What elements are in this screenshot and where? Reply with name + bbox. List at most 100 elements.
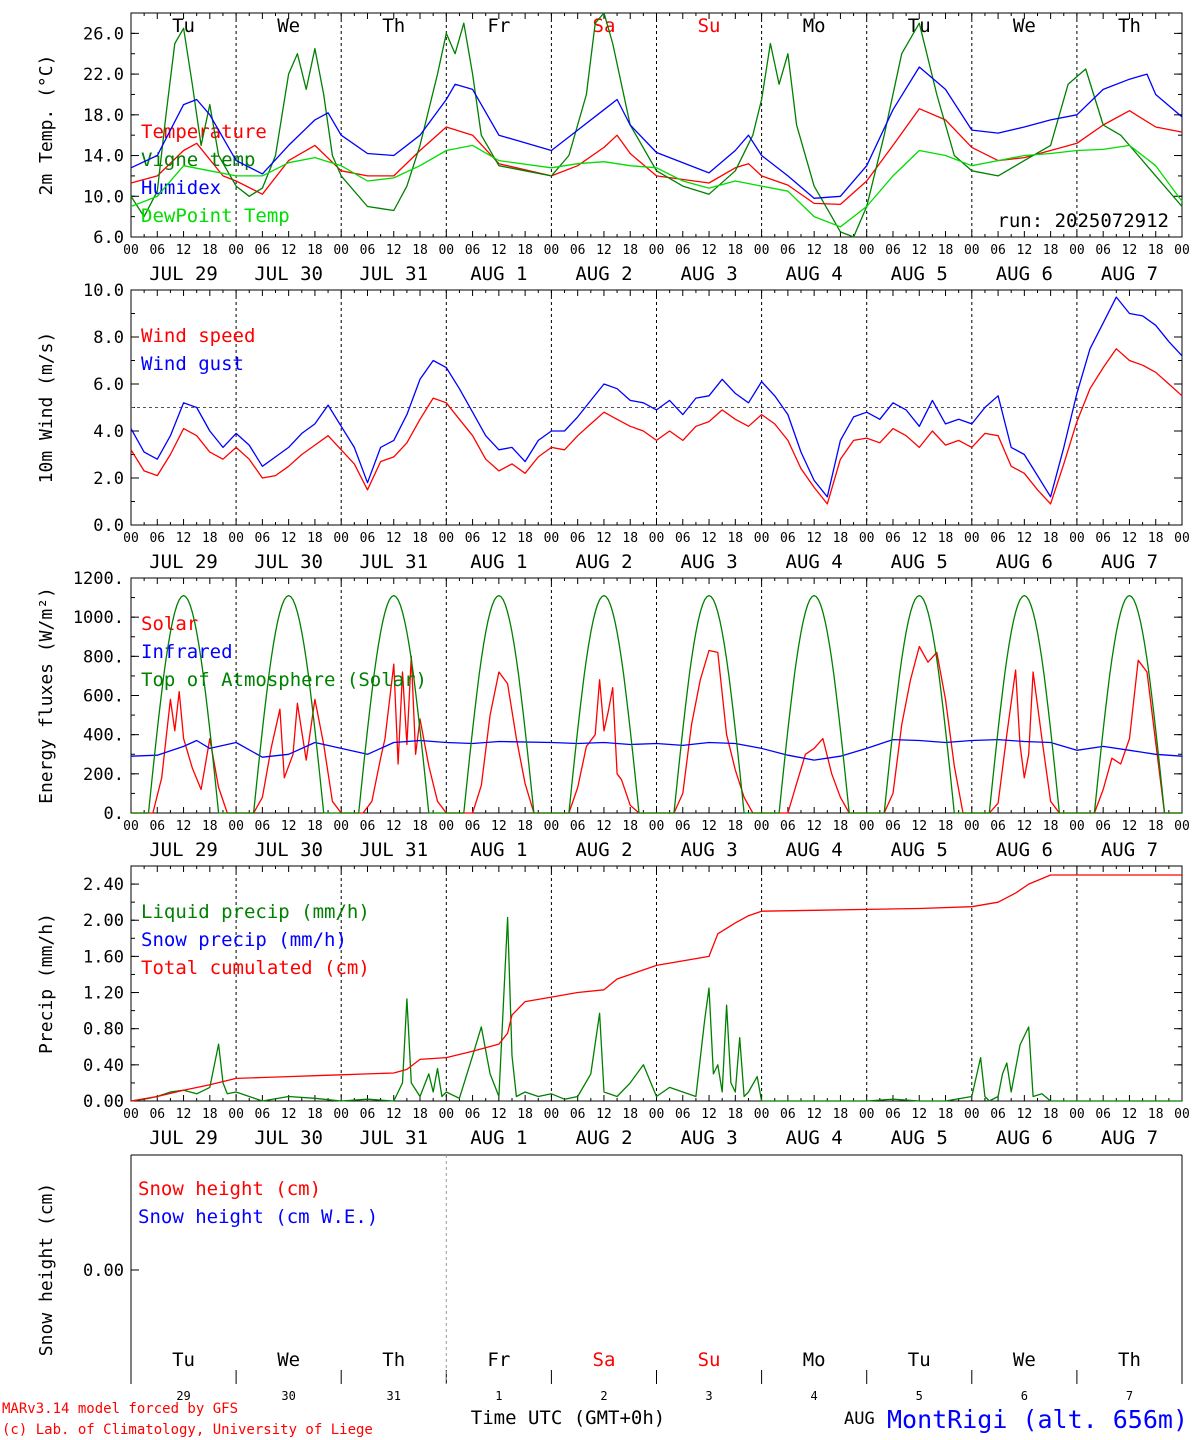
hour-tick-label: 12 [386, 243, 402, 258]
day-number-label: 7 [1126, 1389, 1133, 1403]
series-line-1 [130, 296, 1183, 498]
credit-line-1: MARv3.14 model forced by GFS [2, 1401, 238, 1417]
hour-tick-label: 18 [1043, 531, 1059, 546]
date-label: AUG 7 [1101, 1127, 1158, 1149]
y-axis-label: 2m Temp. (°C) [36, 55, 57, 196]
hour-tick-label: 12 [701, 819, 717, 834]
hour-tick-label: 00 [438, 531, 454, 546]
series-line-1 [130, 738, 1183, 761]
hour-tick-label: 00 [123, 1107, 139, 1122]
series-line-0 [130, 916, 1182, 1102]
hour-tick-label: 00 [1069, 243, 1085, 258]
hour-tick-label: 00 [438, 1107, 454, 1122]
date-label: JUL 29 [149, 1127, 218, 1149]
hour-tick-label: 12 [701, 243, 717, 258]
hour-tick-label: 18 [622, 531, 638, 546]
hour-tick-label: 12 [1122, 819, 1138, 834]
hour-tick-label: 12 [596, 243, 612, 258]
hour-tick-label: 06 [885, 243, 901, 258]
hour-tick-label: 00 [1174, 243, 1190, 258]
hour-tick-label: 06 [465, 531, 481, 546]
hour-tick-label: 12 [176, 531, 192, 546]
hour-tick-label: 06 [675, 531, 691, 546]
y-axis-label: Energy fluxes (W/m²) [36, 587, 57, 804]
hour-tick-label: 12 [701, 531, 717, 546]
legend-entry: Snow height (cm) [138, 1178, 321, 1200]
hour-tick-label: 12 [176, 1107, 192, 1122]
panels: 00 06 12 18 JUL 29 00 06 12 18 JUL 30 00 06 12 18 JUL … [36, 12, 1190, 1403]
hour-tick-label: 18 [202, 243, 218, 258]
y-tick-label: 6.0 [93, 375, 124, 395]
hour-tick-label: 18 [833, 531, 849, 546]
weekday-label: Th [1118, 15, 1141, 37]
date-label: AUG 4 [786, 551, 843, 573]
series-line-2 [130, 66, 1183, 199]
weekday-label: Tu [172, 1349, 195, 1371]
date-label: JUL 29 [149, 839, 218, 861]
legend-entry: Humidex [141, 177, 221, 199]
hour-tick-label: 00 [1174, 1107, 1190, 1122]
weekday-label: Sa [593, 15, 616, 37]
hour-tick-label: 06 [990, 243, 1006, 258]
hour-tick-label: 18 [517, 819, 533, 834]
date-label: AUG 1 [470, 839, 527, 861]
hour-tick-label: 18 [307, 1107, 323, 1122]
hour-tick-label: 12 [1017, 819, 1033, 834]
y-tick-label: 4.0 [93, 422, 124, 442]
date-label: AUG 2 [575, 839, 632, 861]
y-tick-label: 0.80 [83, 1020, 124, 1040]
weekday-label: Mo [803, 1349, 826, 1371]
month-label: AUG [844, 1409, 875, 1429]
hour-tick-label: 12 [281, 819, 297, 834]
day-number-label: 30 [281, 1389, 295, 1403]
hour-tick-label: 06 [149, 243, 165, 258]
hour-tick-label: 00 [649, 243, 665, 258]
hour-tick-label: 00 [544, 1107, 560, 1122]
hour-tick-label: 00 [544, 819, 560, 834]
hour-tick-label: 00 [228, 819, 244, 834]
y-tick-label: 0.00 [83, 1092, 124, 1112]
hour-tick-label: 00 [333, 1107, 349, 1122]
y-tick-label: 2.0 [93, 469, 124, 489]
date-label: AUG 5 [891, 551, 948, 573]
hour-tick-label: 00 [649, 531, 665, 546]
hour-tick-label: 18 [412, 531, 428, 546]
hour-tick-label: 06 [1095, 1107, 1111, 1122]
series-line-1 [130, 12, 1183, 238]
y-tick-label: 800. [83, 647, 124, 667]
weekday-label: Su [698, 15, 721, 37]
hour-tick-label: 06 [990, 1107, 1006, 1122]
hour-tick-label: 06 [990, 819, 1006, 834]
hour-tick-label: 18 [1043, 243, 1059, 258]
hour-tick-label: 00 [1174, 819, 1190, 834]
hour-tick-label: 06 [780, 819, 796, 834]
hour-tick-label: 00 [859, 243, 875, 258]
y-tick-label: 0.40 [83, 1056, 124, 1076]
hour-tick-label: 00 [754, 243, 770, 258]
y-tick-label: 400. [83, 726, 124, 746]
hour-tick-label: 18 [412, 819, 428, 834]
hour-tick-label: 18 [622, 243, 638, 258]
hour-tick-label: 00 [964, 531, 980, 546]
hour-tick-label: 00 [754, 531, 770, 546]
hour-tick-label: 18 [307, 531, 323, 546]
series-line-3 [130, 144, 1183, 228]
date-label: JUL 31 [359, 839, 428, 861]
hour-tick-label: 00 [754, 1107, 770, 1122]
weekday-label: Tu [172, 15, 195, 37]
date-label: JUL 30 [254, 1127, 323, 1149]
y-axis-label: 10m Wind (m/s) [36, 332, 57, 484]
hour-tick-label: 18 [517, 531, 533, 546]
hour-tick-label: 12 [491, 819, 507, 834]
date-label: AUG 1 [470, 1127, 527, 1149]
hour-tick-label: 18 [202, 531, 218, 546]
hour-tick-label: 06 [1095, 243, 1111, 258]
hour-tick-label: 00 [333, 531, 349, 546]
y-tick-label: 26.0 [83, 24, 124, 44]
series-line-2 [130, 874, 1182, 1102]
hour-tick-label: 00 [1069, 1107, 1085, 1122]
legend-entry: Wind gust [141, 353, 244, 375]
hour-tick-label: 06 [360, 531, 376, 546]
y-tick-label: 0.00 [83, 1261, 124, 1281]
hour-tick-label: 18 [1148, 531, 1164, 546]
